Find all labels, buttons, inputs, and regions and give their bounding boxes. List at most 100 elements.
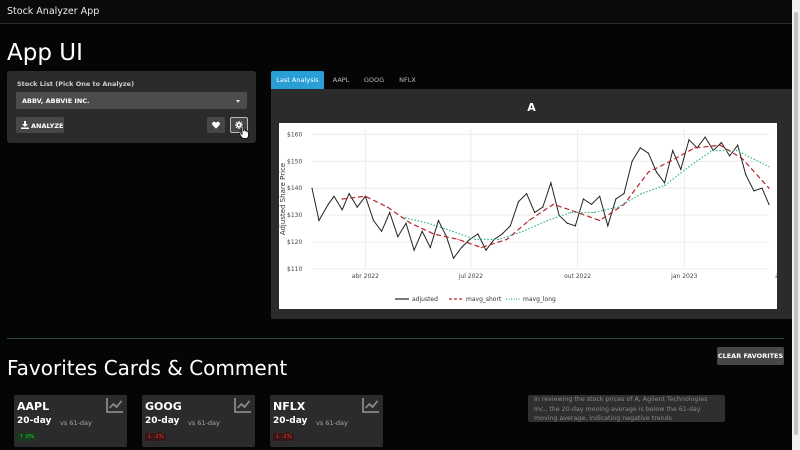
data-point-adjusted: [737, 144, 739, 146]
card-badge-value: -1%: [281, 434, 293, 440]
clear-favorites-label: CLEAR FAVORITES: [717, 352, 784, 360]
analyze-button[interactable]: ANALYZE: [16, 117, 64, 133]
data-point-adjusted: [761, 187, 763, 189]
tab-aapl[interactable]: AAPL: [326, 71, 356, 90]
tab-label: GOOG: [363, 76, 385, 84]
data-point-mavg_short: [552, 203, 554, 205]
y-tick-label: $130: [287, 212, 302, 219]
data-point-adjusted: [356, 206, 358, 208]
chart-title: A: [527, 101, 536, 114]
data-point-mavg_short: [341, 198, 343, 200]
page-title: App UI: [7, 40, 83, 66]
data-point-adjusted: [542, 206, 544, 208]
data-point-adjusted: [333, 195, 335, 197]
stock-list-label: Stock List (Pick One to Analyze): [17, 80, 135, 88]
y-tick-label: $160: [287, 131, 302, 138]
data-point-adjusted: [574, 225, 576, 227]
x-tick-label: abr 2022: [352, 273, 379, 280]
data-point-adjusted: [768, 203, 770, 205]
data-point-adjusted: [509, 225, 511, 227]
data-point-adjusted: [517, 201, 520, 203]
data-point-mavg_long: [522, 230, 524, 232]
tab-label: NFLX: [399, 76, 416, 84]
gear-icon: [235, 121, 243, 129]
card-comparison: vs 61-day: [188, 419, 220, 427]
series-line-adjusted: [311, 136, 770, 260]
data-point-adjusted: [389, 211, 391, 214]
data-point-adjusted: [607, 225, 609, 227]
data-point-mavg_long: [593, 211, 595, 214]
data-point-adjusted: [623, 193, 625, 195]
data-point-adjusted: [311, 187, 313, 189]
series-line-mavg_long: [404, 149, 770, 241]
data-point-adjusted: [745, 174, 747, 176]
x-tick-label: abr 2023: [775, 273, 777, 280]
favorite-button[interactable]: [207, 117, 225, 133]
stock-select[interactable]: ABBV, ABBVIE INC.: [16, 92, 247, 109]
data-point-adjusted: [558, 214, 560, 216]
tab-goog[interactable]: GOOG: [358, 71, 390, 90]
data-point-mavg_long: [498, 238, 500, 240]
data-point-mavg_long: [688, 166, 690, 168]
data-point-adjusted: [461, 246, 463, 249]
data-point-adjusted: [534, 211, 536, 214]
y-tick-label: $120: [287, 239, 302, 246]
data-point-adjusted: [753, 190, 755, 192]
favorite-card-aapl[interactable]: AAPL 20-day vs 61-day ↑ 0%: [14, 395, 127, 447]
favorite-card-nflx[interactable]: NFLX 20-day vs 61-day ↓ -1%: [270, 395, 383, 447]
x-tick-label: out 2022: [564, 273, 591, 280]
chart-plot-area[interactable]: abr 2022 jul 2022 out 2022 jan 2023 abr 2023…: [279, 123, 800, 309]
data-point-mavg_short: [409, 222, 412, 224]
scrollbar-thumb[interactable]: [794, 12, 798, 435]
data-point-mavg_short: [364, 195, 366, 197]
data-point-mavg_short: [433, 233, 435, 235]
data-point-adjusted: [501, 233, 503, 235]
data-point-mavg_long: [570, 211, 572, 214]
card-trend-badge: ↓ -1%: [145, 433, 167, 441]
data-point-adjusted: [550, 182, 552, 184]
download-icon: [21, 121, 29, 129]
data-point-mavg_long: [474, 238, 477, 240]
data-point-adjusted: [477, 233, 479, 235]
favorite-card-goog[interactable]: GOOG 20-day vs 61-day ↓ -1%: [142, 395, 255, 447]
card-comparison: vs 61-day: [60, 419, 92, 427]
data-point-adjusted: [341, 209, 343, 211]
y-tick-label: $110: [287, 266, 302, 273]
data-point-adjusted: [413, 249, 415, 251]
chevron-down-icon: [236, 100, 240, 103]
data-point-mavg_short: [528, 219, 530, 222]
data-point-adjusted: [485, 249, 487, 251]
card-badge-value: 0%: [25, 434, 35, 440]
tab-nflx[interactable]: NFLX: [392, 71, 423, 90]
card-ticker: AAPL: [17, 400, 50, 413]
heart-icon: [212, 121, 220, 129]
data-point-mavg_short: [480, 246, 482, 249]
legend-label-adjusted: adjusted: [412, 296, 438, 303]
tab-label: Last Analysis: [276, 76, 319, 84]
data-point-adjusted: [421, 230, 423, 232]
card-period: 20-day: [17, 416, 52, 426]
settings-button[interactable]: [230, 117, 248, 133]
data-point-adjusted: [688, 139, 690, 141]
data-point-adjusted: [655, 171, 658, 173]
data-point-mavg_long: [664, 184, 666, 187]
stock-control-panel: Stock List (Pick One to Analyze) ABBV, A…: [7, 71, 256, 143]
stock-select-value: ABBV, ABBVIE INC.: [22, 97, 90, 105]
data-point-mavg_long: [404, 217, 406, 219]
card-comparison: vs 61-day: [316, 419, 348, 427]
data-point-mavg_short: [577, 211, 579, 214]
data-point-mavg_long: [711, 149, 713, 152]
tab-label: AAPL: [332, 76, 350, 84]
data-point-adjusted: [380, 230, 383, 232]
data-point-adjusted: [582, 198, 585, 200]
data-point-mavg_long: [546, 219, 549, 222]
data-point-mavg_short: [669, 160, 672, 162]
data-point-adjusted: [469, 238, 471, 240]
price-chart[interactable]: abr 2022 jul 2022 out 2022 jan 2023 abr 2023…: [279, 123, 800, 309]
tab-last-analysis[interactable]: Last Analysis: [271, 71, 324, 89]
clear-favorites-button[interactable]: CLEAR FAVORITES: [717, 347, 784, 365]
card-trend-badge: ↑ 0%: [17, 433, 37, 441]
analyze-label: ANALYZE: [31, 122, 64, 130]
data-point-adjusted: [590, 203, 593, 205]
